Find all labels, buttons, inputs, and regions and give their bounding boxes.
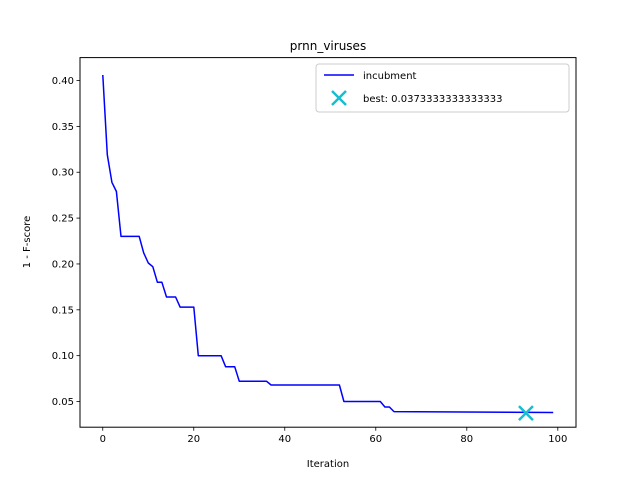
x-axis: 0 20 40 60 80 100 [100,427,567,445]
axes-frame [79,57,577,428]
y-axis: 0.05 0.10 0.15 0.20 0.25 0.30 0.35 0.40 [52,76,80,408]
y-tick-label: 0.35 [52,122,74,133]
x-tick-label: 60 [369,434,382,445]
legend-box [315,63,570,113]
x-tick-label: 40 [278,434,291,445]
y-tick-label: 0.25 [52,214,74,225]
chart-title: prnn_viruses [290,39,366,53]
legend-label-incubment: incubment [363,71,417,82]
y-tick-label: 0.05 [52,397,74,408]
y-tick-label: 0.30 [52,168,74,179]
y-tick-label: 0.10 [52,351,74,362]
legend: incubment best: 0.0373333333333333 [315,63,570,113]
y-axis-label: 1 - F-score [22,216,33,269]
x-tick-label: 100 [548,434,567,445]
series-line-incubment [102,74,554,414]
legend-label-best: best: 0.0373333333333333 [363,94,503,105]
x-tick-label: 80 [460,434,473,445]
x-tick-label: 0 [100,434,106,445]
y-tick-label: 0.15 [52,305,74,316]
y-tick-label: 0.40 [52,76,74,87]
x-axis-label: Iteration [307,459,349,470]
x-tick-label: 20 [187,434,200,445]
best-point-marker [518,405,534,422]
y-tick-label: 0.20 [52,259,74,270]
legend-marker-best [331,90,347,106]
plot-area [102,74,554,422]
